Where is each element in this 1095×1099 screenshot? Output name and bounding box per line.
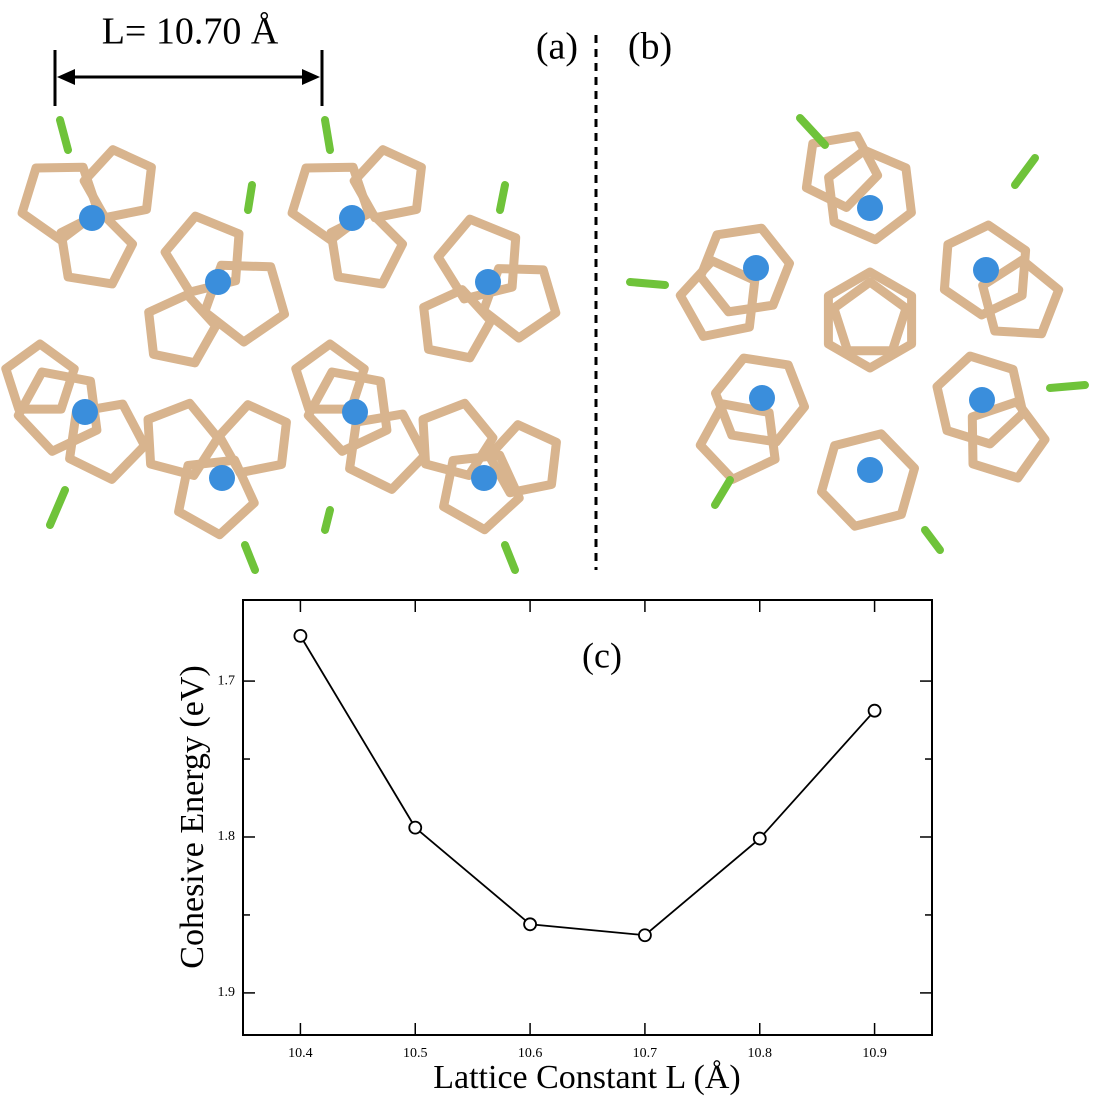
atom [72,399,98,425]
bond-ring [834,282,906,351]
bond-f [505,545,515,570]
bond-f [715,480,730,505]
panel-label: (b) [628,26,672,68]
y-tick-label: 1.9 [218,985,236,1000]
bond-ring [354,150,421,218]
arrow-head [57,69,75,85]
bond-f [630,282,665,285]
bond-f [1015,158,1035,185]
dimension-label: L= 10.70 Å [102,11,279,53]
bond-f [60,120,68,150]
data-point [639,929,651,941]
x-tick-label: 10.8 [748,1046,773,1061]
atom [79,205,105,231]
data-point [409,822,421,834]
bond-f [50,490,65,525]
bond-f [1050,385,1085,388]
data-point [754,833,766,845]
atom [475,269,501,295]
data-point [294,630,306,642]
atom [857,195,883,221]
atom [743,255,769,281]
x-axis-label: Lattice Constant L (Å) [433,1059,740,1096]
atom [209,465,235,491]
y-tick-label: 1.7 [218,673,236,688]
atom [205,269,231,295]
bond-f [245,545,255,570]
x-tick-label: 10.9 [862,1046,887,1061]
atom [471,465,497,491]
panel-label: (c) [582,635,622,675]
atom [969,387,995,413]
bond-ring [423,403,493,475]
y-axis-label: Cohesive Energy (eV) [174,665,211,968]
molecule-drawings [6,118,1085,570]
atom [342,399,368,425]
data-point [524,918,536,930]
arrow-head [302,69,320,85]
atom [749,385,775,411]
bond-f [325,510,330,530]
data-point [869,705,881,717]
atom [857,457,883,483]
bond-f [325,120,330,150]
data-line [300,636,874,935]
y-tick-label: 1.8 [218,829,236,844]
atom [973,257,999,283]
figure: L= 10.70 Å (a) (b) (c) Lattice Constant … [0,0,1095,1099]
bond-f [500,185,505,210]
bond-ring [424,290,491,358]
x-tick-label: 10.6 [518,1046,543,1061]
panel-label: (a) [536,26,578,68]
x-tick-label: 10.5 [403,1046,428,1061]
x-tick-label: 10.4 [288,1046,313,1061]
bond-f [248,185,252,210]
atom [339,205,365,231]
x-tick-label: 10.7 [633,1046,658,1061]
bond-ring [219,405,286,473]
bond-f [925,530,940,550]
